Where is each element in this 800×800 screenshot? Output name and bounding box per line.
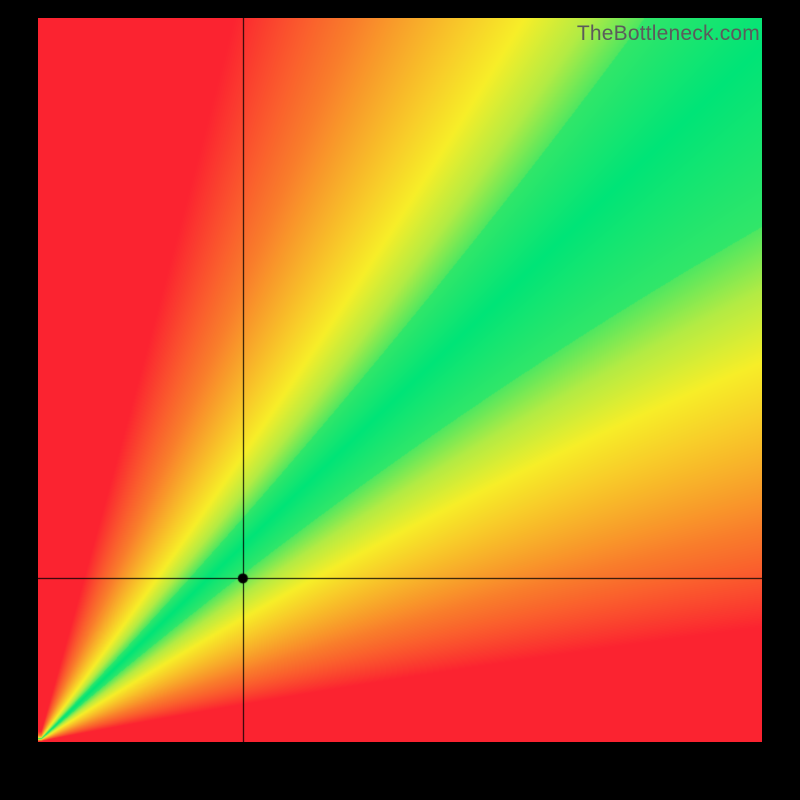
watermark-label: TheBottleneck.com xyxy=(577,22,760,46)
heatmap-plot-area xyxy=(38,18,762,742)
heatmap-canvas xyxy=(38,18,762,742)
